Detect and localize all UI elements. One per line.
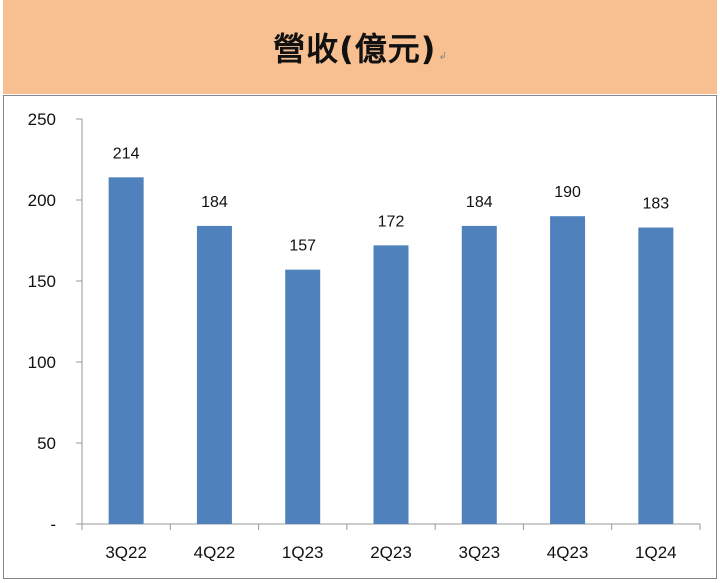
x-tick-label: 4Q22	[194, 543, 236, 562]
x-tick-label: 4Q23	[547, 543, 589, 562]
bar-4Q22	[196, 225, 232, 525]
x-tick-label: 1Q24	[635, 543, 677, 562]
x-tick-label: 3Q23	[458, 543, 500, 562]
chart-title: 營收(億元)	[273, 30, 437, 68]
y-tick-label: 150	[28, 272, 56, 291]
y-tick-label: 100	[28, 353, 56, 372]
data-label: 183	[643, 196, 670, 213]
chart-title-banner: 營收(億元) ↲	[3, 0, 717, 94]
paragraph-mark-icon: ↲	[438, 50, 447, 62]
y-tick-label: 250	[28, 110, 56, 129]
y-tick-label: 50	[37, 434, 56, 453]
data-label: 190	[554, 184, 581, 201]
data-label: 157	[289, 238, 316, 255]
bar-3Q23	[461, 225, 497, 525]
y-tick-label: -	[50, 515, 56, 534]
data-label: 184	[201, 194, 228, 211]
chart-area: - 50 100 150 200 250 214 3Q22 184 4Q22 157 1Q23 172 2…	[3, 95, 717, 579]
bar-2Q23	[373, 245, 409, 525]
bar-1Q23	[285, 269, 321, 524]
data-label: 214	[113, 145, 140, 162]
bar-chart: - 50 100 150 200 250 214 3Q22 184 4Q22 157 1Q23 172 2…	[28, 110, 701, 562]
bar-1Q24	[638, 227, 674, 525]
y-tick-label: 200	[28, 191, 56, 210]
bar-4Q23	[550, 216, 586, 524]
data-label: 184	[466, 194, 493, 211]
x-tick-label: 3Q22	[105, 543, 147, 562]
bar-3Q22	[108, 177, 144, 524]
data-label: 172	[378, 213, 405, 230]
x-tick-label: 2Q23	[370, 543, 412, 562]
x-tick-label: 1Q23	[282, 543, 324, 562]
